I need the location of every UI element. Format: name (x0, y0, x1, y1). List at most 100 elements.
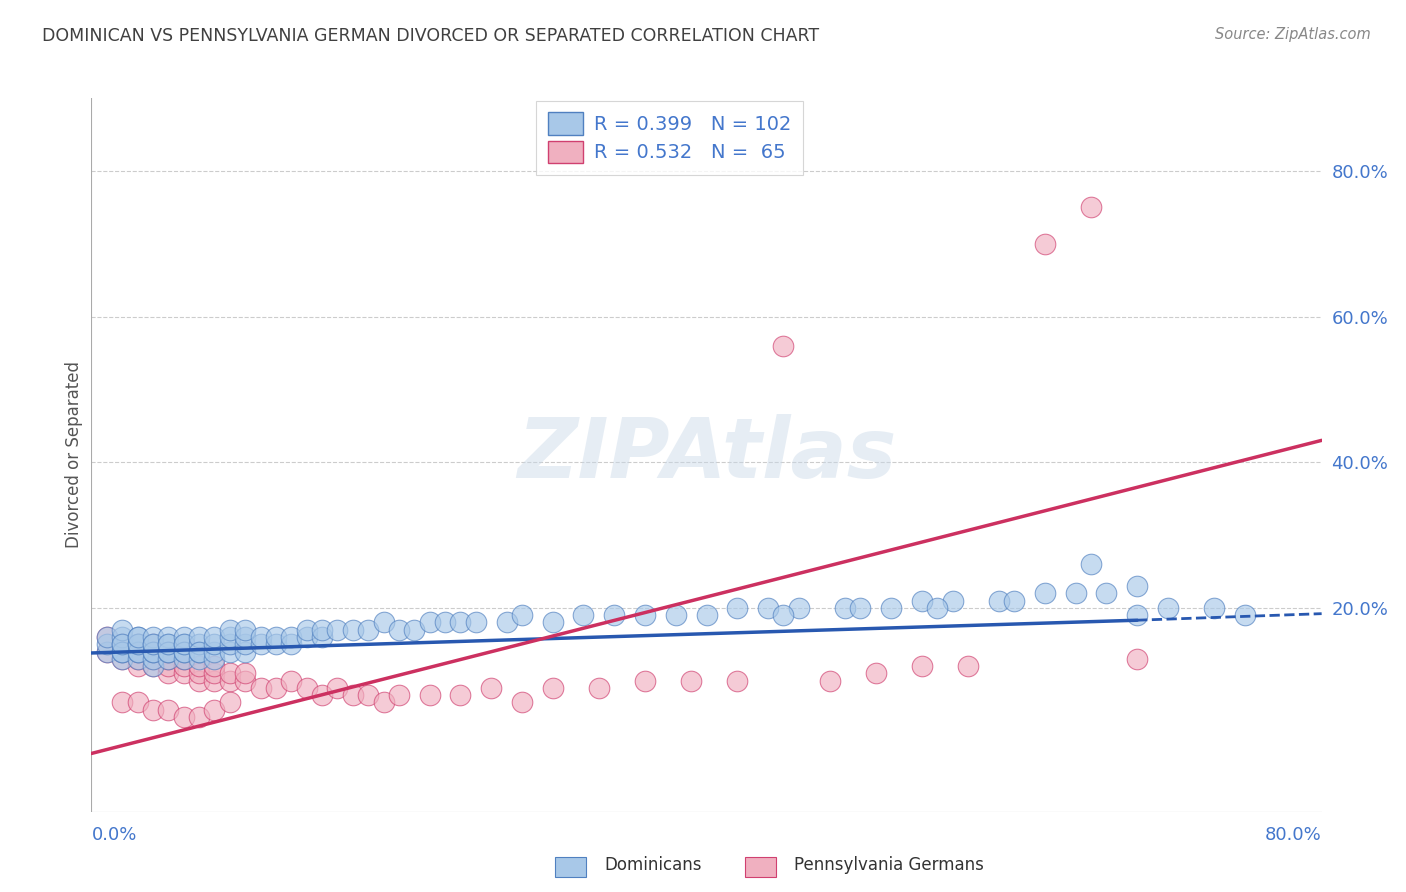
Point (173, 659, 195, 673)
Point (157, 637, 180, 651)
Point (173, 637, 195, 651)
Point (173, 644, 195, 658)
Point (373, 696, 395, 710)
Point (142, 652, 165, 666)
Point (173, 652, 195, 666)
Point (173, 710, 195, 724)
Point (188, 630, 211, 644)
Point (111, 623, 134, 637)
Point (942, 593, 965, 607)
Point (449, 688, 471, 702)
Point (188, 644, 211, 658)
Point (342, 688, 364, 702)
Text: ZIPAtlas: ZIPAtlas (517, 415, 896, 495)
Point (188, 659, 211, 673)
Text: Source: ZipAtlas.com: Source: ZipAtlas.com (1215, 27, 1371, 42)
Point (157, 703, 180, 717)
Point (634, 673, 657, 688)
Point (127, 644, 149, 658)
Point (142, 637, 165, 651)
Point (173, 637, 195, 651)
Point (96, 644, 118, 658)
Point (987, 593, 1010, 607)
Point (388, 623, 411, 637)
Point (188, 652, 211, 666)
Point (357, 688, 380, 702)
Point (434, 615, 457, 630)
Point (157, 652, 180, 666)
Point (202, 637, 225, 651)
Point (1095, 586, 1118, 600)
Point (510, 608, 533, 623)
Point (142, 630, 165, 644)
Point (157, 659, 180, 673)
Point (665, 608, 688, 623)
Point (233, 630, 256, 644)
Point (295, 630, 318, 644)
Point (127, 630, 149, 644)
Point (157, 637, 180, 651)
Point (157, 666, 180, 681)
Point (142, 644, 165, 658)
Point (357, 623, 380, 637)
Point (725, 673, 748, 688)
Point (127, 637, 149, 651)
Point (326, 623, 349, 637)
Point (142, 703, 165, 717)
Point (510, 696, 533, 710)
Point (264, 630, 287, 644)
Point (173, 666, 195, 681)
Point (218, 637, 240, 651)
Point (202, 673, 225, 688)
Point (419, 688, 441, 702)
Point (142, 659, 165, 673)
Point (311, 623, 333, 637)
Point (127, 637, 149, 651)
Point (280, 637, 302, 651)
Y-axis label: Divorced or Separated: Divorced or Separated (65, 361, 83, 549)
Point (142, 644, 165, 658)
Point (111, 644, 134, 658)
Point (111, 637, 134, 651)
Point (218, 673, 240, 688)
Point (202, 666, 225, 681)
Point (173, 652, 195, 666)
Point (1233, 608, 1256, 623)
Point (603, 608, 626, 623)
Point (202, 703, 225, 717)
Text: 80.0%: 80.0% (1265, 826, 1322, 845)
Point (295, 681, 318, 695)
Point (295, 623, 318, 637)
Point (388, 688, 411, 702)
Point (157, 644, 180, 658)
Point (127, 696, 149, 710)
Point (1080, 557, 1102, 571)
Point (1002, 593, 1025, 607)
Point (157, 644, 180, 658)
Point (249, 681, 271, 695)
Point (111, 637, 134, 651)
Point (127, 630, 149, 644)
Point (880, 600, 903, 615)
Legend: R = 0.399   N = 102, R = 0.532   N =  65: R = 0.399 N = 102, R = 0.532 N = 65 (536, 101, 803, 175)
Point (218, 630, 240, 644)
Point (127, 644, 149, 658)
Point (1033, 236, 1056, 251)
Point (725, 600, 748, 615)
Point (188, 666, 211, 681)
Point (865, 666, 887, 681)
Point (202, 659, 225, 673)
Text: DOMINICAN VS PENNSYLVANIA GERMAN DIVORCED OR SEPARATED CORRELATION CHART: DOMINICAN VS PENNSYLVANIA GERMAN DIVORCE… (42, 27, 820, 45)
Point (142, 637, 165, 651)
Point (127, 637, 149, 651)
Point (1157, 600, 1180, 615)
Point (696, 608, 718, 623)
Point (818, 673, 841, 688)
Point (756, 600, 779, 615)
Point (233, 637, 256, 651)
Point (634, 608, 657, 623)
Point (96, 630, 118, 644)
Point (233, 644, 256, 658)
Point (541, 615, 564, 630)
Point (373, 615, 395, 630)
